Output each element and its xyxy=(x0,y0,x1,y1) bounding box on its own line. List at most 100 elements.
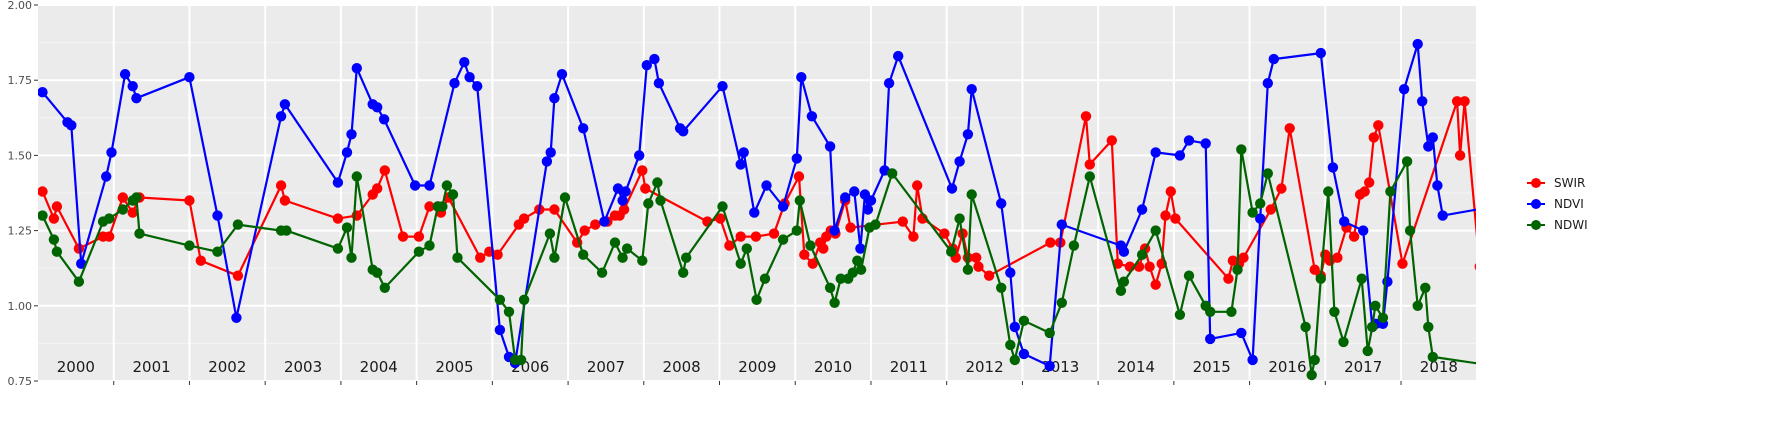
data-point-swir xyxy=(275,180,287,191)
data-point-ndvi xyxy=(275,111,287,122)
data-point-swir xyxy=(637,165,648,176)
data-point-ndwi xyxy=(117,204,128,215)
data-point-ndwi xyxy=(678,267,689,278)
data-point-ndwi xyxy=(1226,306,1237,317)
data-point-ndvi xyxy=(1417,96,1428,107)
y-tick-label: 1.50 xyxy=(8,149,33,162)
data-point-swir xyxy=(768,228,780,239)
data-point-ndvi xyxy=(1018,348,1030,360)
data-point-ndwi xyxy=(413,246,425,257)
data-point-ndwi xyxy=(1511,364,1521,374)
data-point-ndvi xyxy=(1427,132,1439,143)
data-point-ndvi xyxy=(1437,210,1448,221)
legend-marker-swir xyxy=(1531,178,1541,188)
data-point-ndvi xyxy=(1200,138,1211,149)
data-point-ndvi xyxy=(678,126,689,137)
series-swir xyxy=(38,96,1604,290)
year-label: 2017 xyxy=(1344,358,1382,376)
data-point-ndvi xyxy=(279,99,291,110)
data-point-ndwi xyxy=(1420,282,1431,293)
data-point-swir xyxy=(590,219,601,230)
data-point-ndwi xyxy=(184,240,195,251)
legend-item-swir: SWIR xyxy=(1527,176,1585,190)
data-point-ndvi xyxy=(449,78,460,89)
data-point-ndwi xyxy=(794,195,805,206)
data-point-ndwi xyxy=(1573,343,1583,353)
data-point-swir xyxy=(1459,96,1470,107)
data-point-swir xyxy=(1582,250,1592,260)
data-point-ndwi xyxy=(847,267,858,278)
data-point-swir xyxy=(1332,252,1343,263)
data-point-ndwi xyxy=(494,294,506,305)
data-point-swir xyxy=(1397,258,1408,269)
data-point-ndvi xyxy=(717,81,728,92)
data-point-swir xyxy=(1562,253,1572,263)
data-point-swir xyxy=(1276,183,1287,194)
data-point-swir xyxy=(1525,228,1535,238)
data-point-ndvi xyxy=(954,156,965,167)
data-point-ndwi xyxy=(1329,306,1340,317)
data-point-ndvi xyxy=(1056,219,1068,230)
data-point-ndwi xyxy=(1255,198,1266,209)
data-point-ndvi xyxy=(1327,162,1339,173)
legend-label-swir: SWIR xyxy=(1554,176,1585,190)
data-point-swir xyxy=(1223,273,1234,284)
data-point-ndwi xyxy=(1401,156,1413,167)
data-point-ndwi xyxy=(741,243,752,254)
data-point-ndvi xyxy=(840,192,851,203)
data-point-swir xyxy=(397,231,409,242)
data-point-ndwi xyxy=(829,297,840,308)
data-point-ndvi xyxy=(1578,51,1588,61)
data-point-swir xyxy=(413,231,425,242)
data-point-ndvi xyxy=(1150,147,1161,158)
series-layer xyxy=(38,38,1645,381)
data-point-ndvi xyxy=(620,186,631,197)
data-point-swir xyxy=(1594,256,1604,266)
data-point-swir xyxy=(799,249,810,260)
year-label: 2001 xyxy=(132,358,170,376)
data-point-ndwi xyxy=(134,228,145,239)
data-point-ndvi xyxy=(1517,150,1527,160)
data-point-ndwi xyxy=(1118,276,1130,287)
data-point-ndvi xyxy=(66,120,77,131)
data-point-ndvi xyxy=(806,111,818,122)
data-point-swir xyxy=(1165,186,1177,197)
data-point-ndwi xyxy=(966,189,977,200)
data-point-ndvi xyxy=(599,216,610,227)
data-point-ndwi xyxy=(962,264,974,275)
data-point-swir xyxy=(1359,186,1370,197)
data-point-ndvi xyxy=(749,207,760,218)
data-point-ndwi xyxy=(1056,297,1068,308)
data-point-ndwi xyxy=(1367,321,1378,333)
data-point-ndwi xyxy=(332,243,344,254)
legend-marker-ndvi xyxy=(1531,199,1541,209)
data-point-ndvi xyxy=(893,50,904,62)
data-point-ndvi xyxy=(862,204,874,215)
data-point-ndwi xyxy=(515,354,527,366)
data-point-ndvi xyxy=(76,258,87,269)
data-point-ndwi xyxy=(447,189,459,200)
year-label: 2003 xyxy=(284,358,322,376)
data-point-ndwi xyxy=(51,246,63,257)
data-point-ndvi xyxy=(119,69,131,80)
data-point-ndvi xyxy=(1423,141,1434,152)
data-point-swir xyxy=(579,225,590,236)
year-label: 2000 xyxy=(57,358,95,376)
data-point-swir xyxy=(715,213,726,224)
data-point-ndwi xyxy=(1323,186,1334,197)
year-label: 2004 xyxy=(360,358,398,376)
data-point-ndwi xyxy=(1385,186,1396,197)
data-point-ndvi xyxy=(653,78,665,89)
data-point-swir xyxy=(48,213,60,224)
year-label: 2011 xyxy=(890,358,928,376)
data-point-ndvi xyxy=(464,72,475,83)
data-point-ndwi xyxy=(1635,343,1645,353)
data-point-ndwi xyxy=(38,210,48,221)
data-point-ndwi xyxy=(1569,147,1579,157)
data-point-ndwi xyxy=(232,219,244,230)
legend-item-ndwi: NDWI xyxy=(1527,218,1588,232)
year-label: 2018 xyxy=(1420,358,1458,376)
data-point-ndvi xyxy=(962,129,974,140)
data-point-ndvi xyxy=(1005,267,1016,278)
